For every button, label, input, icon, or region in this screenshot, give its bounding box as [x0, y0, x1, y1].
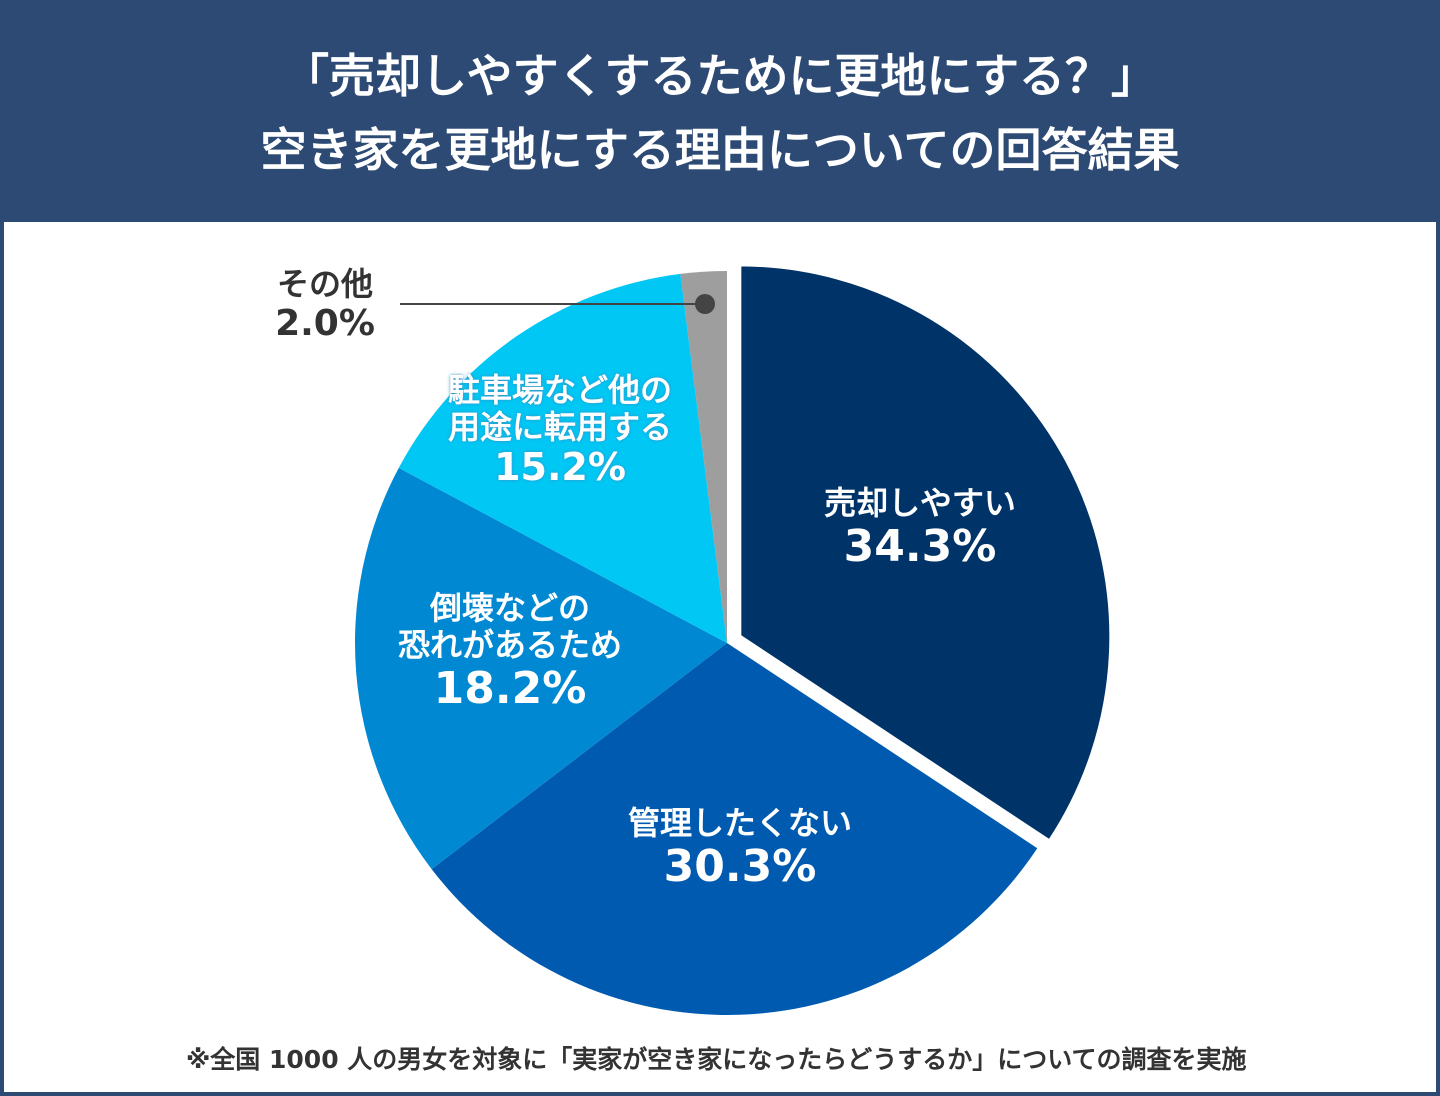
slice-3-name-2: 用途に転用する — [447, 407, 672, 446]
slice-0-percent: 34.3% — [843, 520, 997, 572]
slice-1-percent: 30.3% — [663, 840, 817, 892]
slice-0-name: 売却しやすい — [824, 484, 1016, 522]
label-slice-2: 倒壊などの 恐れがあるため 18.2% — [360, 590, 660, 714]
pie-slice-4 — [680, 271, 727, 643]
chart-header: 「売却しやすくするために更地にする？」 空き家を更地にする理由についての回答結果 — [0, 0, 1440, 222]
slice-3-name-1: 駐車場など他の — [447, 371, 672, 409]
slice-2-name-2: 恐れがあるため — [397, 625, 622, 664]
pie-slice-2 — [354, 467, 727, 870]
slice-4-name: その他 — [276, 265, 373, 303]
slice-4-percent: 2.0% — [275, 302, 375, 344]
slice-2-percent: 18.2% — [433, 662, 587, 714]
slice-2-name-1: 倒壊などの — [429, 589, 590, 627]
pie-slice-0 — [737, 262, 1114, 845]
label-slice-1: 管理したくない 30.3% — [590, 805, 890, 892]
slice-1-name: 管理したくない — [627, 804, 852, 842]
slice-3-percent: 15.2% — [494, 444, 626, 489]
label-slice-0: 売却しやすい 34.3% — [780, 485, 1060, 572]
footnote: ※全国 1000 人の男女を対象に「実家が空き家になったらどうするか」についての… — [186, 1045, 1247, 1074]
pie-slice-1 — [431, 643, 1038, 1016]
label-slice-4: その他 2.0% — [250, 266, 400, 344]
pie-slice-3 — [398, 273, 727, 643]
leader-dot-slice-4 — [695, 294, 715, 314]
label-slice-3: 駐車場など他の 用途に転用する 15.2% — [410, 372, 710, 489]
chart-title-line-2: 空き家を更地にする理由についての回答結果 — [260, 123, 1180, 177]
chart-title-line-1: 「売却しやすくするために更地にする？」 — [283, 49, 1157, 103]
